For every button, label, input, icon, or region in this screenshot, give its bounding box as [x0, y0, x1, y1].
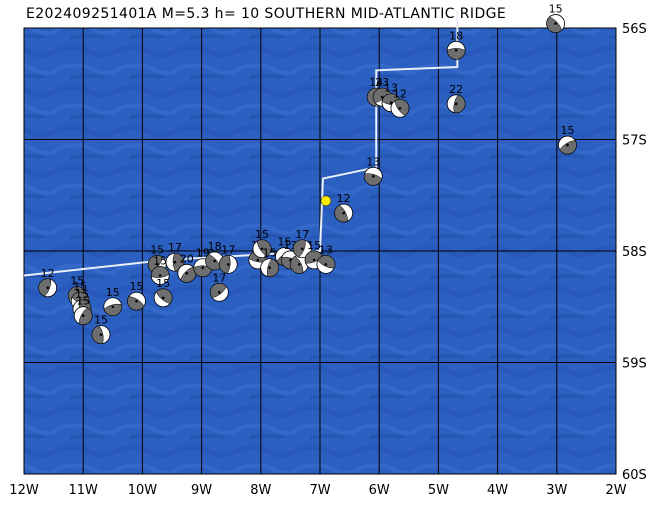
focal-mechanism: 15: [260, 247, 280, 278]
longitude-tick-label: 12W: [9, 483, 39, 498]
map-title: E202409251401A M=5.3 h= 10 SOUTHERN MID-…: [26, 6, 507, 22]
depth-label: 17: [168, 241, 182, 254]
depth-label: 15: [549, 3, 563, 16]
focal-mechanism: 13: [316, 243, 336, 274]
depth-label: 17: [295, 228, 309, 241]
longitude-tick-label: 2W: [605, 483, 626, 498]
focal-mechanism: 15: [546, 3, 566, 33]
depth-label: 15: [76, 295, 90, 308]
depth-label: 15: [150, 243, 164, 256]
focal-mechanism: 12: [390, 87, 410, 118]
focal-mechanism: 17: [165, 241, 185, 272]
ridge-line: [23, 11, 459, 277]
focal-mechanism: 15: [103, 286, 123, 317]
longitude-tick-label: 11W: [68, 483, 98, 498]
depth-label: 18: [208, 240, 222, 253]
focal-mechanism: 15: [91, 314, 111, 345]
longitude-tick-label: 9W: [191, 483, 212, 498]
depth-label: 13: [384, 82, 398, 95]
depth-label: 22: [449, 83, 463, 96]
depth-label: 12: [41, 267, 55, 280]
focal-mechanism: 15: [73, 295, 93, 326]
depth-label: 20: [180, 252, 194, 265]
depth-label: 18: [449, 29, 463, 42]
longitude-tick-label: 10W: [128, 483, 158, 498]
depth-label: 15: [75, 288, 89, 301]
latitude-tick-label: 58S: [622, 245, 647, 260]
focal-mechanism: 12: [38, 267, 58, 298]
focal-mechanism: 15: [153, 277, 173, 308]
focal-mechanism: 17: [218, 243, 238, 274]
focal-mechanism: 17: [292, 228, 312, 259]
focal-mechanism: 22: [446, 83, 466, 114]
latitude-tick-label: 57S: [622, 134, 647, 149]
depth-label: 15: [277, 236, 291, 249]
depth-label: 14: [369, 76, 383, 89]
longitude-tick-label: 3W: [546, 483, 567, 498]
longitude-labels: 12W 11W 10W 9W 8W 7W 6W 5W 4W 3W 2W: [9, 483, 626, 498]
focal-mechanism: 15: [558, 124, 577, 155]
longitude-tick-label: 4W: [487, 483, 508, 498]
latitude-labels: 56S 57S 58S 59S 60S: [622, 22, 647, 483]
depth-label: 13: [319, 243, 333, 256]
focal-mechanism: 12: [334, 192, 354, 223]
longitude-tick-label: 7W: [309, 483, 330, 498]
latitude-tick-label: 60S: [622, 468, 647, 483]
longitude-tick-label: 5W: [428, 483, 449, 498]
depth-label: 15: [106, 286, 120, 299]
depth-label: 15: [307, 239, 321, 252]
depth-label: 15: [73, 280, 87, 293]
depth-label: 19: [196, 247, 210, 260]
depth-label: 15: [94, 314, 108, 327]
depth-label: 15: [153, 255, 167, 268]
depth-label: 15: [560, 124, 574, 137]
focal-mechanism: 18: [446, 29, 466, 60]
epicenter-marker: [320, 195, 332, 207]
depth-label: 15: [70, 275, 84, 288]
depth-label: 12: [393, 87, 407, 100]
depth-label: 15: [263, 247, 277, 260]
depth-label: 23: [375, 76, 389, 89]
latitude-tick-label: 59S: [622, 357, 647, 372]
focal-mechanism: 15: [127, 280, 146, 311]
focal-mechanism: 17: [209, 271, 229, 302]
focal-mechanism: 19: [193, 247, 213, 278]
focal-mechanism: 20: [177, 252, 197, 283]
longitude-tick-label: 6W: [369, 483, 390, 498]
focal-mechanism: 15: [252, 228, 272, 259]
depth-label: 15: [129, 280, 143, 293]
depth-label: 12: [337, 192, 351, 205]
depth-label: 17: [221, 243, 235, 256]
longitude-tick-label: 8W: [250, 483, 271, 498]
focal-mechanism: 13: [363, 155, 383, 186]
graticule: [23, 27, 617, 475]
depth-label: 13: [366, 155, 380, 168]
depth-label: 15: [255, 228, 269, 241]
latitude-tick-label: 56S: [622, 22, 647, 37]
depth-label: 17: [212, 271, 226, 284]
focal-mechanism: 15: [150, 255, 170, 285]
depth-label: 15: [156, 277, 170, 290]
